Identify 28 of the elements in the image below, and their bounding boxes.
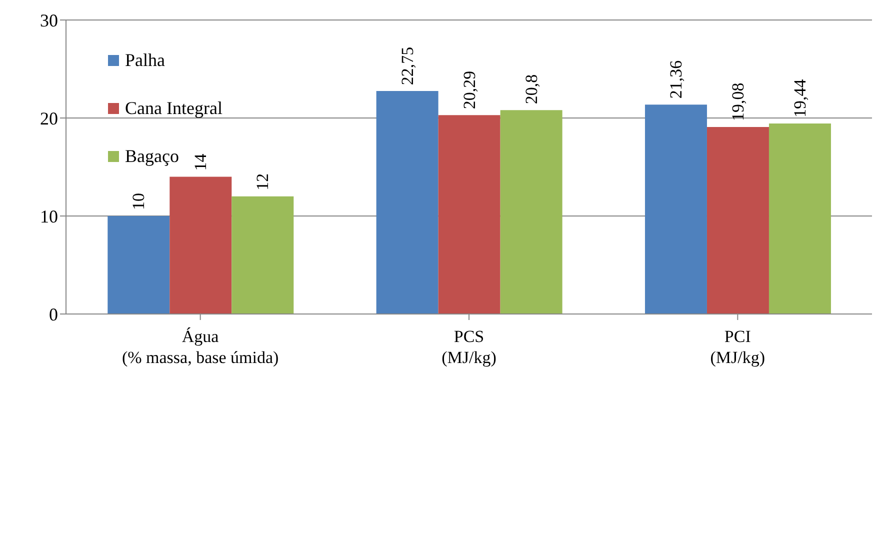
bar xyxy=(768,123,831,314)
bar xyxy=(170,176,232,314)
data-label: 14 xyxy=(191,153,210,171)
bar xyxy=(438,115,500,314)
x-tick-label: PCI (MJ/kg) xyxy=(710,327,766,367)
bar xyxy=(108,216,170,314)
bar xyxy=(232,196,294,314)
data-label: 10 xyxy=(129,193,148,210)
y-tick-label: 20 xyxy=(40,108,58,128)
data-label: 21,36 xyxy=(666,60,686,99)
legend-label: Bagaço xyxy=(125,146,179,166)
data-label: 20,29 xyxy=(460,70,479,110)
bar xyxy=(376,91,438,314)
bar xyxy=(706,127,769,314)
data-label: 12 xyxy=(253,173,272,190)
y-tick-label: 30 xyxy=(40,10,58,30)
data-label: 22,75 xyxy=(398,46,417,86)
data-label: 20,8 xyxy=(522,74,541,104)
legend-label: Cana Integral xyxy=(125,98,222,118)
x-tick-label: Água (% massa, base úmida) xyxy=(122,327,279,367)
data-label: 19,44 xyxy=(790,78,810,118)
data-label: 19,08 xyxy=(728,82,748,122)
bar xyxy=(644,104,707,314)
legend-label: Palha xyxy=(125,50,165,70)
bar xyxy=(500,110,562,314)
x-tick-label: PCS (MJ/kg) xyxy=(442,327,496,367)
y-tick-label: 0 xyxy=(49,304,58,324)
y-tick-label: 10 xyxy=(40,206,58,226)
